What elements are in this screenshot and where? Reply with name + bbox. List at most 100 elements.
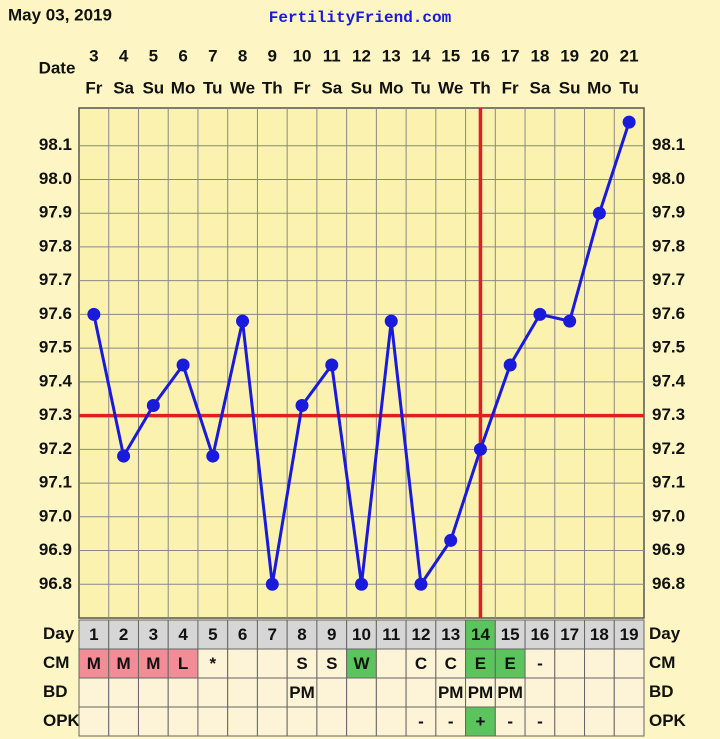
table-cell [554,648,586,679]
table-cell [584,648,615,679]
x-tick-label: 6 [178,46,187,65]
row-label: BD [43,682,68,701]
temperature-point [295,398,309,412]
table-cell [108,648,139,679]
table-cell [405,677,437,708]
x-tick-label: 8 [238,46,247,65]
table-cell [584,677,615,708]
cm-cell: * [210,654,217,673]
temperature-point [236,314,250,328]
temperature-point [146,398,160,412]
x-tick-label: 15 [441,46,460,65]
weekday-label: Mo [587,78,612,97]
chart-title: May 03, 2019 [8,5,112,24]
day-cell: 7 [268,625,277,644]
y-tick-label-right: 98.0 [652,169,685,188]
day-cell: 10 [352,625,371,644]
opk-cell: - [507,712,513,731]
weekday-label: Mo [379,78,404,97]
opk-cell: - [448,712,454,731]
row-label: Day [43,624,75,643]
temperature-point [533,307,547,321]
day-cell: 12 [412,625,431,644]
table-cell [227,706,258,737]
y-tick-label: 97.7 [39,270,72,289]
table-cell [256,706,288,737]
weekday-label: Tu [203,78,223,97]
table-cell [227,677,258,708]
day-cell: 3 [149,625,158,644]
y-tick-label: 97.8 [39,236,72,255]
x-tick-label: 3 [89,46,98,65]
y-tick-label-right: 97.6 [652,304,685,323]
temperature-point [473,442,487,456]
temperature-point [206,449,220,463]
cm-cell: E [505,654,516,673]
day-cell: 11 [382,625,400,644]
table-cell [256,677,288,708]
table-cell [584,706,615,737]
table-cell [613,619,645,650]
day-cell: 6 [238,625,247,644]
table-cell [375,677,407,708]
y-tick-label-right: 97.8 [652,236,685,255]
table-cell [256,648,288,679]
temperature-point [592,206,606,220]
bd-cell: PM [497,683,523,702]
table-cell [494,706,526,737]
row-label-right: OPK [649,711,687,730]
x-tick-label: 20 [590,46,609,65]
day-cell: 14 [471,625,490,644]
x-tick-label: 21 [620,46,639,65]
plot-area [78,107,645,619]
y-tick-label-right: 96.9 [652,540,685,559]
table-cell [554,706,586,737]
table-cell [227,648,258,679]
row-label: CM [43,653,69,672]
table-cell [78,706,110,737]
weekday-label: Fr [294,78,311,97]
x-tick-label: 19 [560,46,579,65]
table-cell [524,619,556,650]
table-cell [316,648,348,679]
weekday-label: Th [262,78,283,97]
table-cell [375,648,407,679]
table-cell [167,677,199,708]
y-tick-label: 97.4 [39,371,73,390]
table-cell [465,619,496,650]
weekday-label: Fr [85,78,102,97]
cm-cell: E [475,654,486,673]
table-cell [78,648,110,679]
day-cell: 19 [620,625,639,644]
cm-cell: W [353,654,370,673]
table-cell [316,677,348,708]
day-cell: 8 [297,625,306,644]
temperature-point [325,358,339,372]
table-cell [167,706,199,737]
table-cell [494,648,526,679]
row-label: OPK [43,711,81,730]
y-tick-label-right: 97.0 [652,506,685,525]
table-cell [613,677,645,708]
weekday-label: Tu [411,78,431,97]
x-tick-label: 12 [352,46,371,65]
cm-cell: M [146,654,160,673]
table-cell [524,648,556,679]
table-cell [167,619,199,650]
row-label-right: CM [649,653,675,672]
row-label-right: BD [649,682,674,701]
table-cell [137,677,169,708]
day-cell: 18 [590,625,609,644]
y-tick-label: 98.0 [39,169,72,188]
table-cell [613,706,645,737]
x-tick-label: 18 [530,46,549,65]
cm-cell: L [178,654,188,673]
table-cell [286,706,318,737]
weekday-label: Th [470,78,491,97]
y-tick-label: 97.6 [39,304,72,323]
brand: FertilityFriend.com [269,9,452,27]
day-cell: 13 [441,625,460,644]
temperature-point [355,577,368,591]
table-cell [108,677,139,708]
x-tick-label: 4 [119,46,129,65]
